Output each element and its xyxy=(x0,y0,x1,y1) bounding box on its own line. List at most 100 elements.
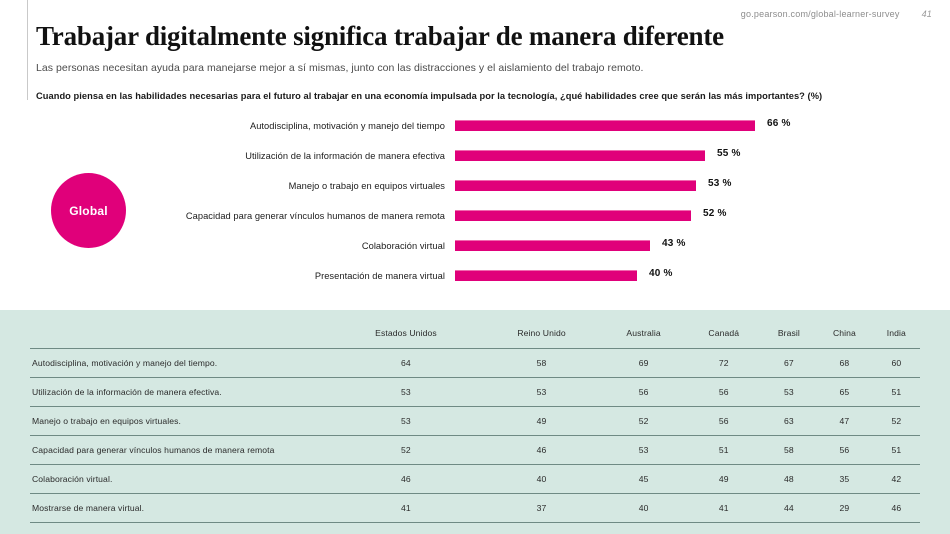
bar-track xyxy=(455,210,691,221)
table-row-label: Manejo o trabajo en equipos virtuales. xyxy=(30,406,330,436)
table-row-label: Utilización de la información de manera … xyxy=(30,377,330,407)
table-cell: 56 xyxy=(685,377,762,407)
table-cell: 51 xyxy=(872,435,920,465)
bar-value-label: 43 % xyxy=(662,238,686,249)
table-cell: 53 xyxy=(330,406,482,436)
bar-chart-row: Colaboración virtual 43 % xyxy=(0,233,950,259)
table-row: Autodisciplina, motivación y manejo del … xyxy=(30,348,920,378)
table-cell: 65 xyxy=(816,377,873,407)
table-cell: 52 xyxy=(872,406,920,436)
table-row-label: Mostrarse de manera virtual. xyxy=(30,493,330,523)
table-cell: 46 xyxy=(872,493,920,523)
global-badge: Global xyxy=(51,173,126,248)
bar-value-label: 40 % xyxy=(649,268,673,279)
table-row-label: Autodisciplina, motivación y manejo del … xyxy=(30,348,330,378)
table-cell: 64 xyxy=(330,348,482,378)
table-cell: 72 xyxy=(685,348,762,378)
table-cell: 40 xyxy=(601,493,686,523)
table-row: Manejo o trabajo en equipos virtuales. 53… xyxy=(30,406,920,436)
table-cell: 40 xyxy=(481,464,602,494)
table-cell: 53 xyxy=(481,377,602,407)
table-cell: 35 xyxy=(816,464,873,494)
table-column-header: India xyxy=(886,328,906,338)
table-cell: 46 xyxy=(330,464,482,494)
table-cell: 37 xyxy=(481,493,602,523)
page-subtitle: Las personas necesitan ayuda para maneja… xyxy=(36,62,644,74)
table-header-row: Estados Unidos Reino Unido Australia Canadá… xyxy=(30,328,920,349)
table-header-skill xyxy=(30,328,330,349)
table-cell: 29 xyxy=(816,493,873,523)
table-cell: 69 xyxy=(601,348,686,378)
bar-fill xyxy=(455,240,650,251)
bar-chart: Autodisciplina, motivación y manejo del … xyxy=(0,113,950,298)
page-number: 41 xyxy=(921,9,932,19)
bar-fill xyxy=(455,120,755,131)
table-cell: 53 xyxy=(761,377,817,407)
bar-fill xyxy=(455,210,691,221)
table-cell: 58 xyxy=(761,435,817,465)
table-cell: 51 xyxy=(685,435,762,465)
bar-category-label: Colaboración virtual xyxy=(361,241,445,251)
table-head: Estados Unidos Reino Unido Australia Canadá… xyxy=(30,328,920,349)
table-cell: 60 xyxy=(872,348,920,378)
table-cell: 68 xyxy=(816,348,873,378)
bar-track xyxy=(455,270,637,281)
table-cell: 52 xyxy=(601,406,686,436)
table-cell: 56 xyxy=(685,406,762,436)
table-cell: 49 xyxy=(685,464,762,494)
bar-chart-row: Presentación de manera virtual 40 % xyxy=(0,263,950,289)
bar-category-label: Capacidad para generar vínculos humanos … xyxy=(185,211,445,221)
table-cell: 56 xyxy=(601,377,686,407)
table-cell: 45 xyxy=(601,464,686,494)
table-cell: 51 xyxy=(872,377,920,407)
table-cell: 41 xyxy=(685,493,762,523)
table-cell: 42 xyxy=(872,464,920,494)
table-column-header: Canadá xyxy=(708,328,740,338)
bar-track xyxy=(455,240,650,251)
bar-category-label: Autodisciplina, motivación y manejo del … xyxy=(249,121,445,131)
table-cell: 47 xyxy=(816,406,873,436)
table-row: Capacidad para generar vínculos humanos … xyxy=(30,435,920,465)
bar-track xyxy=(455,120,755,131)
table-cell: 46 xyxy=(481,435,602,465)
table-cell: 63 xyxy=(761,406,817,436)
page-title: Trabajar digitalmente significa trabajar… xyxy=(36,21,724,51)
table-cell: 67 xyxy=(761,348,817,378)
table-row-label: Colaboración virtual. xyxy=(30,464,330,494)
bar-category-label: Presentación de manera virtual xyxy=(314,271,445,281)
table-row-label: Capacidad para generar vínculos humanos … xyxy=(30,435,330,465)
table-row: Mostrarse de manera virtual. 41 37 40 41 44 29… xyxy=(30,493,920,523)
bar-fill xyxy=(455,180,696,191)
table-body: Autodisciplina, motivación y manejo del … xyxy=(30,348,920,523)
table-cell: 49 xyxy=(481,406,602,436)
bar-chart-row: Capacidad para generar vínculos humanos … xyxy=(0,203,950,229)
bar-track xyxy=(455,180,696,191)
bar-value-label: 53 % xyxy=(708,178,732,189)
survey-url: go.pearson.com/global-learner-survey xyxy=(740,9,900,19)
bar-value-label: 55 % xyxy=(717,148,741,159)
header-meta: go.pearson.com/global-learner-survey 41 xyxy=(741,9,932,19)
bar-fill xyxy=(455,150,705,161)
bar-chart-row: Utilización de la información de manera … xyxy=(0,143,950,169)
bar-value-label: 66 % xyxy=(767,118,791,129)
survey-question: Cuando piensa en las habilidades necesar… xyxy=(36,91,823,101)
table-column-header: Brasil xyxy=(777,328,800,338)
table-column-header: Reino Unido xyxy=(517,328,566,338)
table-cell: 44 xyxy=(761,493,817,523)
table-cell: 58 xyxy=(481,348,602,378)
bar-category-label: Utilización de la información de manera … xyxy=(245,151,445,161)
table-row: Colaboración virtual. 46 40 45 49 48 35 42 xyxy=(30,464,920,494)
bar-chart-row: Autodisciplina, motivación y manejo del … xyxy=(0,113,950,139)
bar-chart-row: Manejo o trabajo en equipos virtuales 53 … xyxy=(0,173,950,199)
bar-fill xyxy=(455,270,637,281)
table-cell: 52 xyxy=(330,435,482,465)
table-cell: 48 xyxy=(761,464,817,494)
table-column-header: Estados Unidos xyxy=(375,328,437,338)
bar-category-label: Manejo o trabajo en equipos virtuales xyxy=(288,181,445,191)
global-badge-label: Global xyxy=(69,203,108,218)
table-row: Utilización de la información de manera … xyxy=(30,377,920,407)
left-margin-rule xyxy=(27,0,28,100)
table-cell: 56 xyxy=(816,435,873,465)
table-cell: 53 xyxy=(601,435,686,465)
